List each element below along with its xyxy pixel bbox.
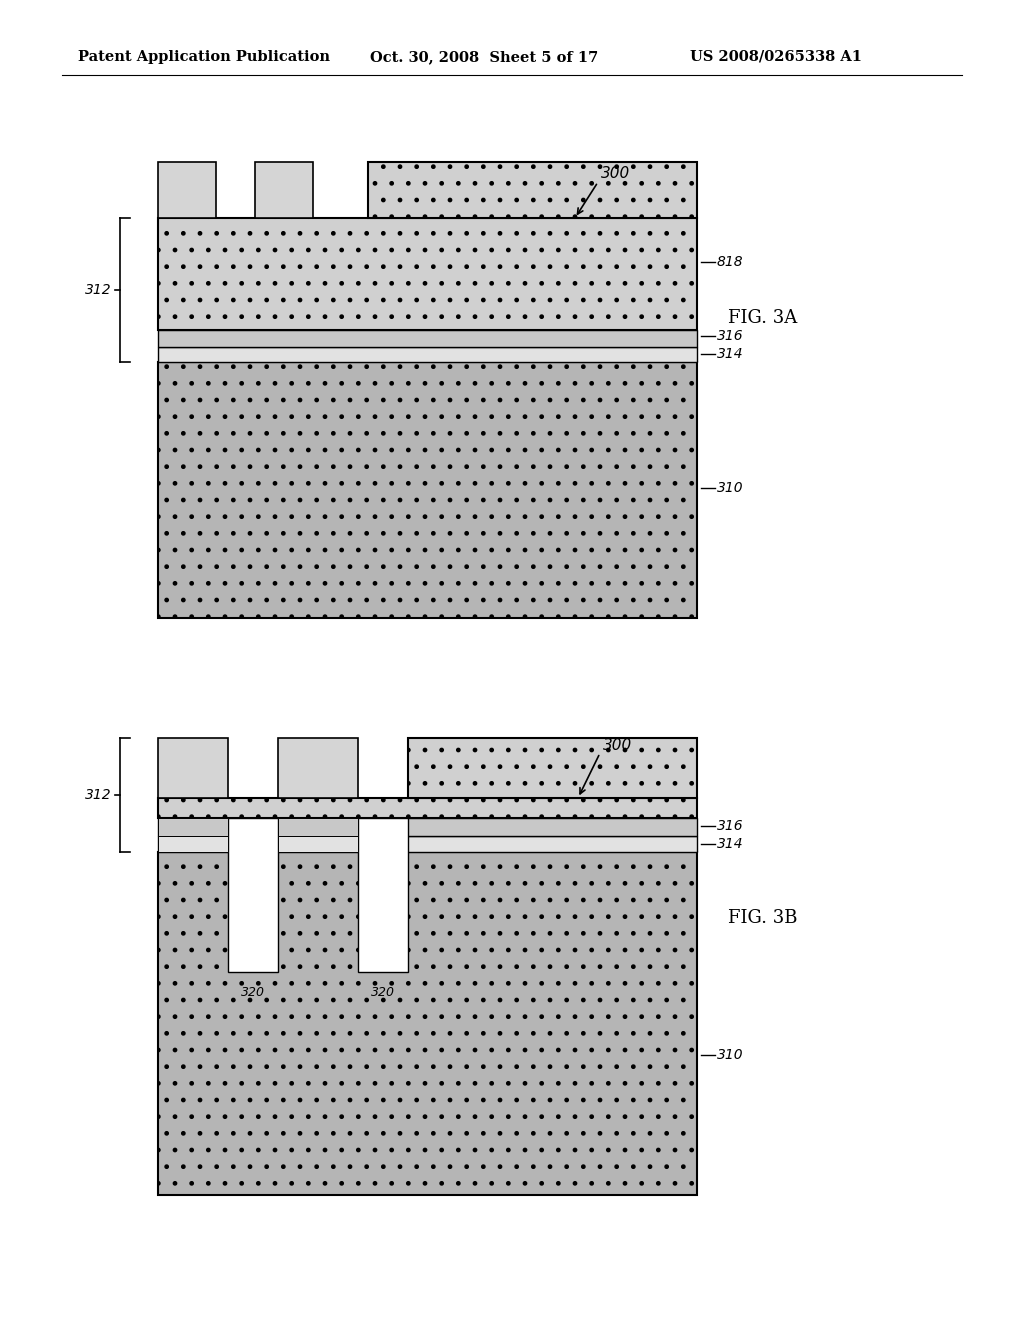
Text: 316: 316 — [717, 818, 743, 833]
Text: Patent Application Publication: Patent Application Publication — [78, 50, 330, 63]
Text: FIG. 3B: FIG. 3B — [728, 909, 798, 927]
Bar — [158, 362, 697, 618]
Bar — [158, 218, 697, 330]
Text: 310: 310 — [717, 480, 743, 495]
Bar — [278, 818, 358, 836]
Bar — [158, 836, 228, 851]
Text: FIG. 3A: FIG. 3A — [728, 309, 798, 327]
Bar — [368, 162, 697, 218]
Text: 320: 320 — [241, 986, 265, 999]
Text: Oct. 30, 2008  Sheet 5 of 17: Oct. 30, 2008 Sheet 5 of 17 — [370, 50, 598, 63]
Text: 320: 320 — [371, 986, 395, 999]
Text: 316: 316 — [717, 329, 743, 343]
Bar — [278, 738, 358, 799]
Bar — [158, 738, 228, 799]
Bar — [158, 330, 697, 347]
Bar — [158, 818, 228, 836]
Bar — [358, 818, 408, 972]
Text: US 2008/0265338 A1: US 2008/0265338 A1 — [690, 50, 862, 63]
Text: 314: 314 — [717, 837, 743, 851]
Bar — [255, 162, 313, 218]
Bar — [408, 738, 697, 799]
Bar — [158, 347, 697, 362]
Bar — [158, 836, 697, 851]
Bar — [278, 836, 358, 851]
Bar — [158, 818, 697, 836]
Bar — [158, 851, 697, 1195]
Bar — [158, 799, 697, 818]
Text: 314: 314 — [717, 347, 743, 360]
Text: 312: 312 — [85, 788, 112, 803]
Bar — [158, 162, 216, 218]
Text: 310: 310 — [717, 1048, 743, 1063]
Text: 300: 300 — [603, 738, 632, 752]
Text: 818: 818 — [717, 255, 743, 269]
Text: 312: 312 — [85, 282, 112, 297]
Text: 300: 300 — [601, 166, 630, 181]
Bar — [228, 818, 278, 972]
Text: 322: 322 — [255, 907, 279, 920]
